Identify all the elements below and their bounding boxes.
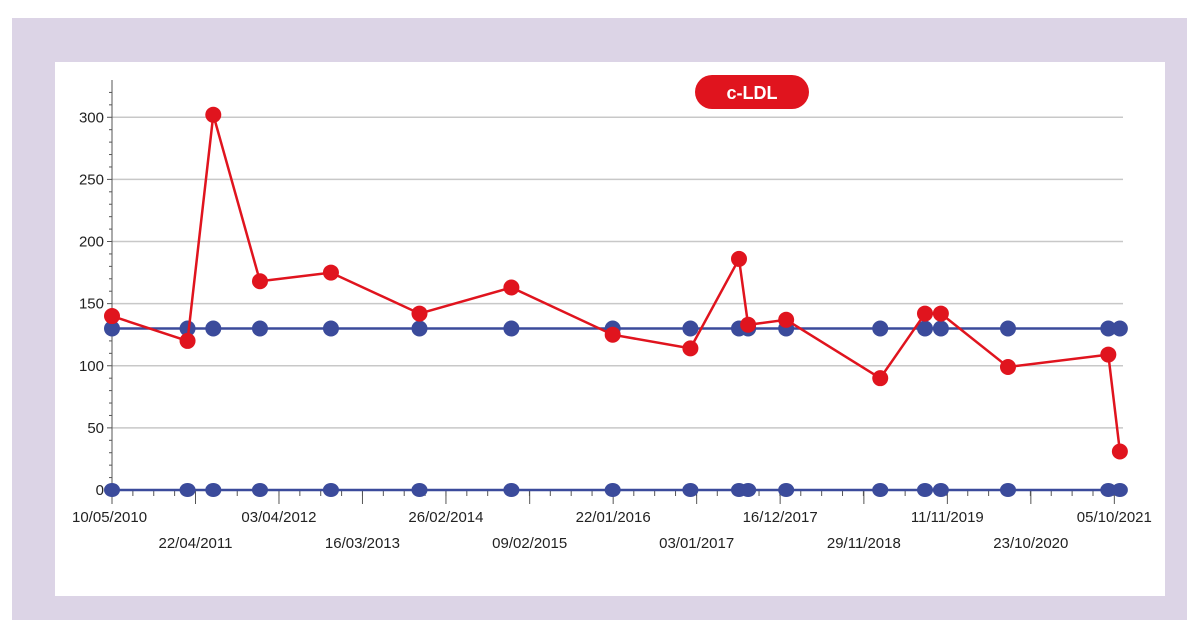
data-point-measured (179, 332, 196, 349)
x-tick-label: 16/12/2017 (743, 509, 818, 526)
data-point-reference-130 (322, 320, 339, 337)
data-point-reference-130 (682, 320, 699, 337)
data-point-reference-0 (916, 483, 933, 497)
data-point-reference-0 (872, 483, 889, 497)
x-tick-label: 09/02/2015 (492, 535, 567, 552)
data-point-measured (731, 250, 748, 267)
data-point-reference-0 (411, 483, 428, 497)
x-tick-label: 22/04/2011 (159, 535, 233, 552)
data-point-reference-0 (932, 483, 949, 497)
y-tick-label: 300 (79, 109, 104, 126)
ldl-line-chart: 0 50 100 150 200 250 300 10/05/2010 22/04/2011 03… (72, 75, 1152, 552)
data-point-reference-0 (503, 483, 520, 497)
data-point-measured (251, 273, 268, 290)
x-tick-label: 05/10/2021 (1077, 509, 1152, 526)
data-point-reference-130 (503, 320, 520, 337)
x-tick-label: 11/11/2019 (911, 509, 984, 526)
data-point-measured (999, 359, 1016, 375)
data-point-reference-130 (916, 320, 933, 337)
data-point-reference-0 (778, 483, 795, 497)
x-tick-label: 22/01/2016 (576, 509, 651, 526)
data-point-reference-0 (682, 483, 699, 497)
data-point-reference-0 (740, 483, 757, 497)
data-point-measured (872, 370, 889, 387)
data-point-reference-130 (1111, 320, 1128, 337)
data-point-reference-130 (251, 320, 268, 337)
data-point-reference-130 (932, 320, 949, 337)
data-point-reference-0 (999, 483, 1016, 497)
chart-title: c-LDL (727, 83, 778, 103)
y-tick-label: 50 (87, 420, 104, 437)
data-point-reference-130 (999, 320, 1016, 337)
chart-frame: 0 50 100 150 200 250 300 10/05/2010 22/04/2011 03… (12, 18, 1187, 620)
data-point-reference-130 (179, 320, 196, 337)
x-tick-label: 03/01/2017 (659, 535, 734, 552)
y-tick-label: 200 (79, 234, 104, 251)
x-tick-label: 23/10/2020 (993, 535, 1068, 552)
data-point-measured (411, 305, 428, 322)
data-point-measured (104, 308, 120, 325)
y-tick-label: 0 (96, 482, 104, 499)
data-point-measured (322, 264, 339, 281)
data-point-measured (205, 106, 222, 123)
data-point-measured (503, 279, 520, 296)
chart-panel: 0 50 100 150 200 250 300 10/05/2010 22/04/2011 03… (55, 62, 1165, 596)
data-point-reference-0 (1111, 483, 1128, 497)
data-point-measured (682, 340, 699, 357)
data-point-reference-130 (411, 320, 428, 337)
data-point-measured (778, 311, 795, 328)
series-line-measured (111, 114, 1122, 452)
data-point-reference-0 (322, 483, 339, 497)
data-point-reference-130 (1100, 320, 1117, 337)
y-tick-label: 250 (79, 171, 104, 188)
data-point-reference-130 (104, 320, 120, 337)
x-tick-label: 29/11/2018 (827, 535, 901, 552)
data-point-reference-0 (104, 483, 120, 497)
data-point-measured (604, 326, 621, 343)
data-point-measured (916, 305, 933, 322)
data-point-reference-0 (179, 483, 196, 497)
data-point-measured (1111, 443, 1128, 460)
x-tick-label: 16/03/2013 (325, 535, 400, 552)
data-point-reference-0 (205, 483, 222, 497)
data-point-reference-0 (251, 483, 268, 497)
data-point-measured (932, 305, 949, 322)
chart-title-badge (695, 75, 809, 109)
y-tick-label: 150 (79, 296, 104, 313)
x-tick-label: 26/02/2014 (408, 509, 483, 526)
data-point-reference-130 (872, 320, 889, 337)
data-point-reference-130 (205, 320, 222, 337)
data-point-measured (1100, 346, 1117, 363)
y-tick-label: 100 (79, 358, 104, 375)
data-point-reference-0 (604, 483, 621, 497)
data-point-measured (740, 316, 757, 333)
x-tick-label: 03/04/2012 (241, 509, 316, 526)
x-tick-label: 10/05/2010 (72, 509, 147, 526)
data-point-reference-0 (1100, 483, 1117, 497)
